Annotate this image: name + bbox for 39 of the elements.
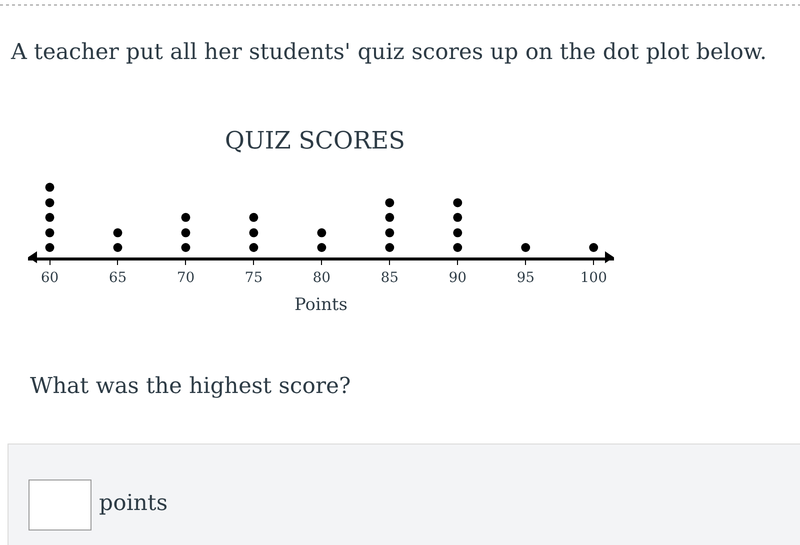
point [589, 243, 598, 252]
point [181, 212, 190, 222]
chart-title: QUIZ SCORES [224, 126, 406, 154]
x-axis-title: Points [294, 295, 348, 316]
point [181, 228, 190, 238]
x-tick-label: 70 [176, 270, 195, 286]
point [45, 182, 54, 192]
point [45, 198, 54, 208]
point [249, 243, 258, 252]
point [113, 243, 122, 252]
x-tick-label: 60 [40, 270, 59, 286]
point [453, 212, 462, 222]
text: A teacher put all her students' quiz scores up on the dot plot below. [10, 40, 767, 65]
point [317, 243, 326, 252]
point [249, 228, 258, 238]
point [521, 243, 530, 252]
point [45, 243, 54, 252]
text: What was the highest score? [30, 374, 351, 399]
point [453, 198, 462, 208]
point [317, 228, 326, 238]
point [45, 228, 54, 238]
point [249, 212, 258, 222]
point [453, 243, 462, 252]
point [453, 228, 462, 238]
point [385, 198, 394, 208]
x-tick-label: 100 [580, 270, 607, 286]
point [181, 243, 190, 252]
point [385, 228, 394, 238]
x-tick-label: 80 [312, 270, 331, 286]
point [113, 228, 122, 238]
text: points [99, 491, 168, 516]
x-tick-label: 65 [108, 270, 127, 286]
x-tick-label: 90 [448, 270, 467, 286]
point [45, 212, 54, 222]
point [385, 212, 394, 222]
point [385, 243, 394, 252]
x-tick-label: 75 [244, 270, 263, 286]
x-tick-label: 85 [380, 270, 399, 286]
x-tick-label: 95 [516, 270, 535, 286]
